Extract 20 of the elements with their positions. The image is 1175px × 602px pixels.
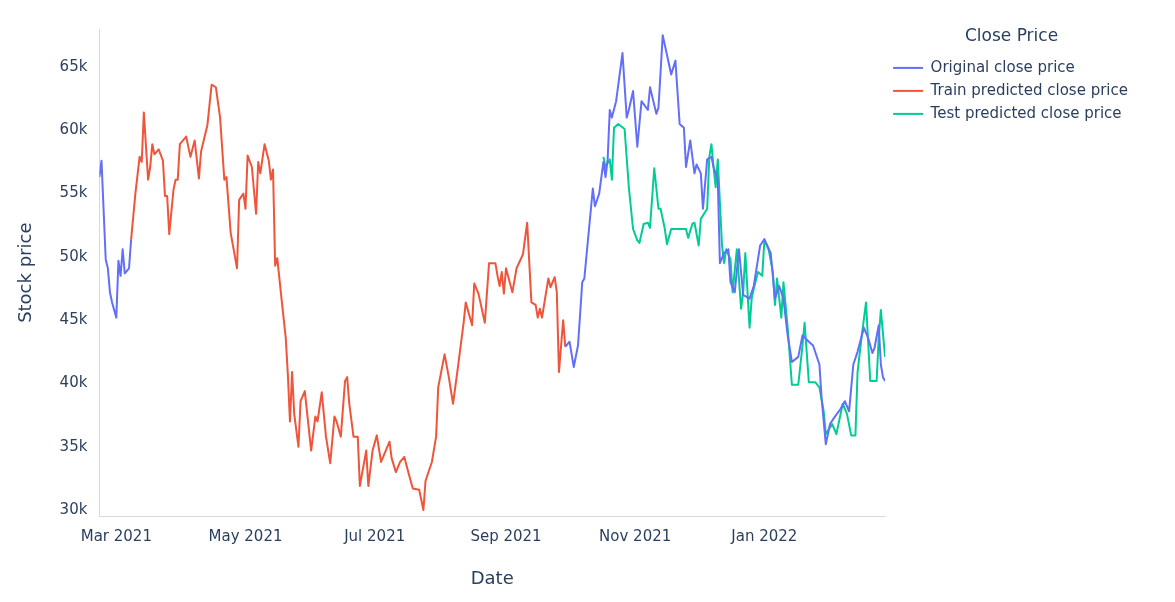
legend-label: Test predicted close price (929, 103, 1122, 122)
x-tick-label: May 2021 (208, 527, 283, 546)
y-tick-label: 55k (59, 183, 88, 202)
x-tick-label: Sep 2021 (470, 527, 542, 546)
y-tick-label: 35k (59, 436, 88, 455)
y-axis-title: Stock price (14, 222, 36, 323)
x-tick-label: Mar 2021 (80, 527, 152, 546)
y-tick-label: 40k (59, 373, 88, 392)
legend-label: Train predicted close price (929, 80, 1128, 99)
x-tick-label: Jan 2022 (730, 527, 798, 546)
x-axis-title: Date (470, 566, 514, 588)
y-tick-label: 65k (59, 56, 88, 75)
y-tick-label: 45k (59, 310, 88, 329)
x-tick-label: Nov 2021 (599, 527, 672, 546)
x-tick-label: Jul 2021 (343, 527, 406, 546)
y-tick-label: 50k (59, 246, 88, 265)
legend-title: Close Price (964, 24, 1059, 45)
y-tick-label: 30k (59, 499, 88, 518)
y-tick-label: 60k (59, 120, 88, 139)
legend-label: Original close price (930, 57, 1075, 76)
